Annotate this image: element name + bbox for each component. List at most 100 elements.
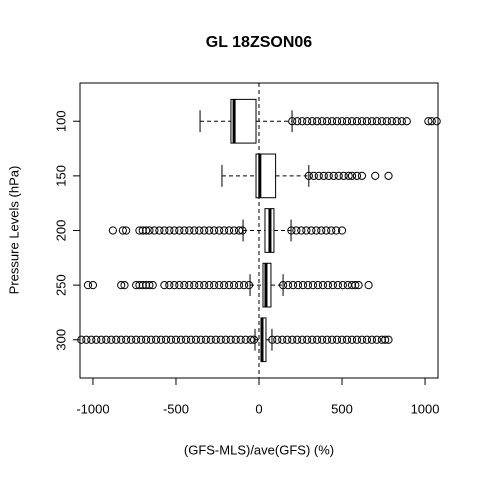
outlier (145, 226, 154, 235)
outlier (155, 226, 164, 235)
outlier (303, 281, 313, 290)
outlier (205, 226, 214, 235)
outlier (402, 117, 411, 126)
y-tick-label: 150 (53, 165, 68, 187)
outlier (273, 335, 282, 344)
outlier (246, 335, 255, 344)
outlier (239, 281, 249, 290)
outlier (384, 335, 393, 344)
outlier (138, 281, 147, 290)
outlier (175, 281, 184, 290)
outlier (372, 335, 381, 344)
outlier (298, 335, 307, 344)
outlier (397, 117, 406, 126)
outlier (329, 171, 338, 180)
outlier (344, 171, 353, 180)
outlier (351, 281, 360, 290)
y-tick-label: 100 (53, 110, 68, 132)
outlier (211, 335, 220, 344)
outlier (347, 335, 357, 344)
outlier (148, 281, 157, 290)
x-tick-label: -500 (163, 401, 189, 416)
outlier (424, 117, 433, 126)
outlier (220, 226, 229, 235)
outlier (298, 281, 308, 290)
outlier (327, 117, 337, 126)
outlier (215, 226, 224, 235)
outlier (347, 171, 357, 180)
outlier (190, 281, 199, 290)
outlier (122, 226, 131, 235)
outlier (381, 335, 390, 344)
outlier (122, 335, 131, 344)
outlier (317, 335, 327, 344)
outlier (332, 335, 342, 344)
outlier (328, 281, 337, 290)
outlier (141, 281, 151, 290)
outlier (190, 226, 199, 235)
outlier (146, 335, 156, 344)
outlier (307, 226, 316, 235)
outlier (308, 335, 317, 344)
outlier (196, 335, 205, 344)
x-tick-label: -1000 (76, 401, 109, 416)
outlier (180, 226, 189, 235)
outlier (347, 281, 357, 290)
outlier (195, 281, 204, 290)
outlier (186, 335, 196, 344)
outlier (387, 117, 396, 126)
outlier (145, 281, 154, 290)
outlier (77, 335, 86, 344)
outlier (195, 226, 204, 235)
outlier (372, 117, 381, 126)
outlier (342, 117, 352, 126)
outlier (181, 335, 191, 344)
outlier (302, 226, 311, 235)
outlier (82, 335, 91, 344)
outlier (175, 226, 184, 235)
outlier (176, 335, 186, 344)
outlier (88, 281, 98, 290)
outlier (180, 281, 189, 290)
outlier (382, 117, 391, 126)
outlier (332, 117, 342, 126)
outlier (135, 226, 144, 235)
outlier (83, 281, 93, 290)
outlier (288, 335, 297, 344)
outlier (226, 335, 235, 344)
outlier (337, 226, 347, 235)
outlier (108, 226, 117, 235)
outlier (127, 335, 136, 344)
outlier (324, 171, 333, 180)
outlier (156, 335, 166, 344)
outlier (427, 117, 436, 126)
outlier (278, 335, 287, 344)
outlier (317, 226, 326, 235)
outlier (314, 171, 323, 180)
outlier (170, 226, 179, 235)
outlier (225, 226, 234, 235)
outlier (165, 281, 174, 290)
outlier (220, 281, 229, 290)
x-tick-label: 0 (255, 401, 262, 416)
y-tick-label: 250 (53, 274, 68, 296)
outlier (313, 117, 322, 126)
outlier (92, 335, 101, 344)
outlier (333, 281, 342, 290)
outlier (293, 281, 303, 290)
outlier (236, 335, 245, 344)
outlier (120, 281, 129, 290)
outlier (362, 117, 372, 126)
outlier (241, 335, 250, 344)
chart-title: GL 18ZSON06 (206, 34, 313, 51)
outlier (308, 117, 317, 126)
outlier (309, 171, 318, 180)
outlier (357, 117, 367, 126)
outlier (210, 226, 219, 235)
outlier (332, 226, 341, 235)
outlier (318, 281, 328, 290)
outlier (337, 117, 347, 126)
outlier (323, 281, 333, 290)
